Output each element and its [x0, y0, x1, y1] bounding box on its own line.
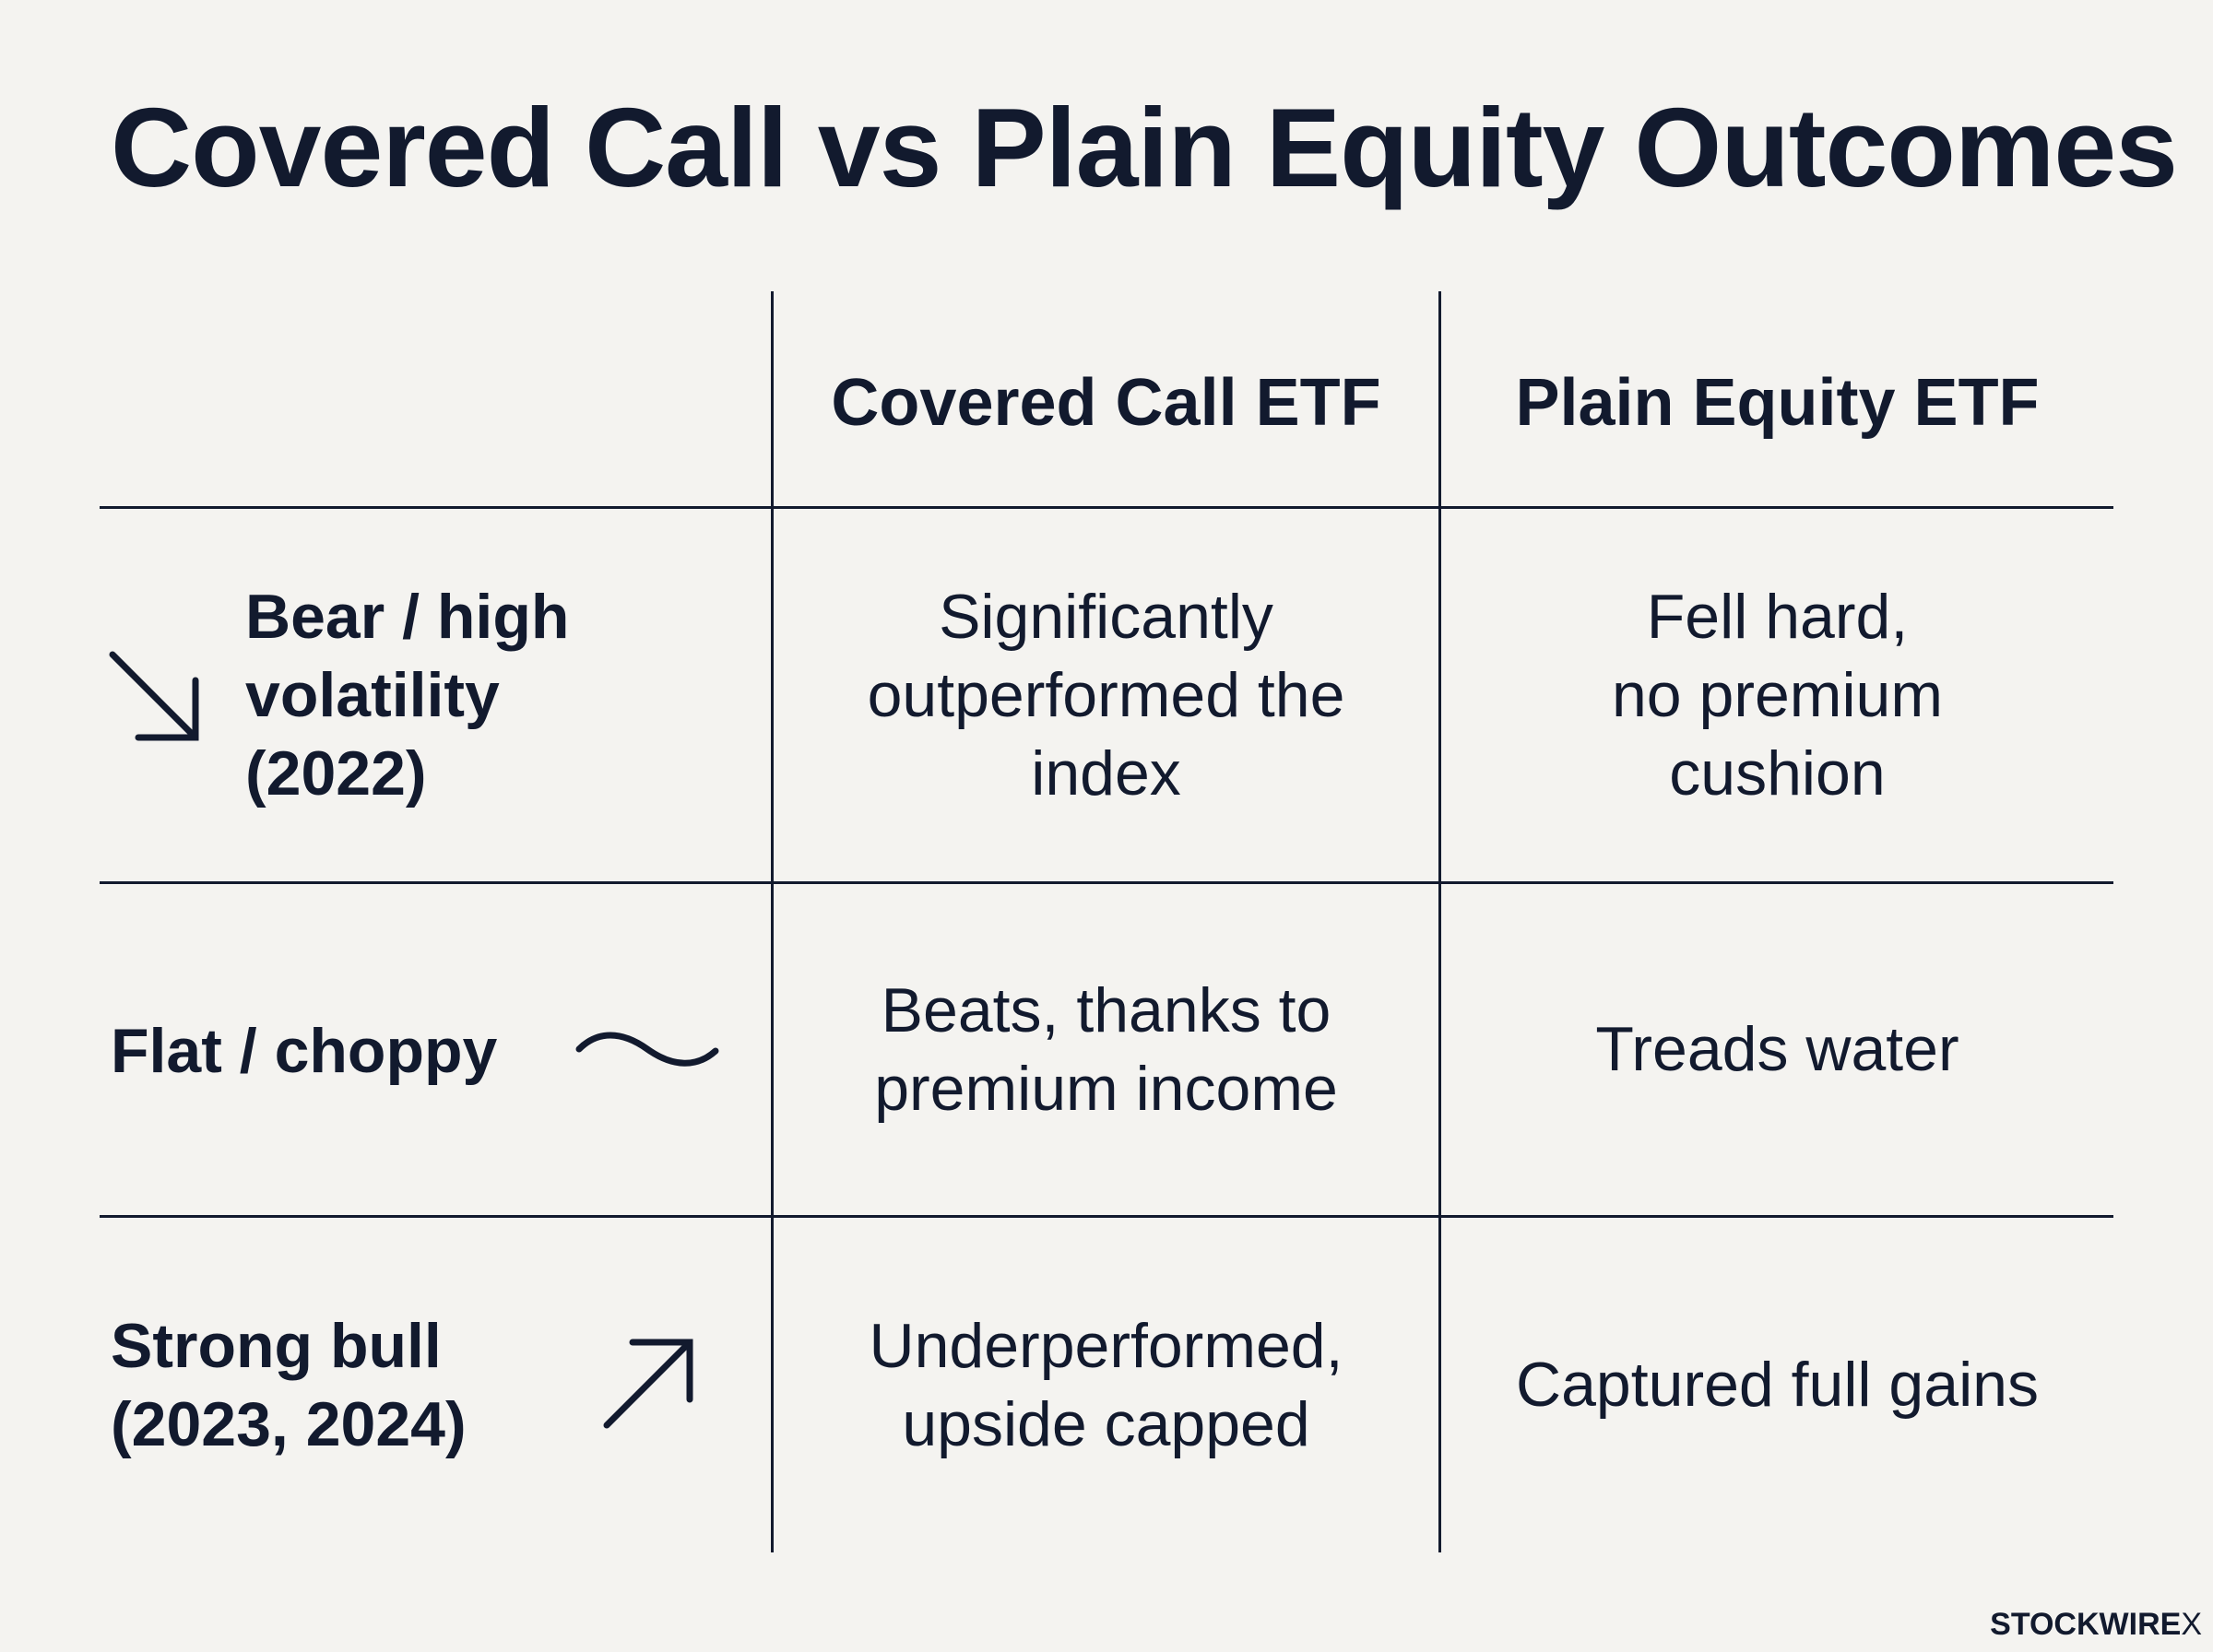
cell-line: premium income: [874, 1053, 1338, 1124]
brand-name: STOCKWIRE: [1990, 1607, 2182, 1642]
cell-bull-covered-call: Underperformed, upside capped: [774, 1218, 1438, 1552]
cell-line: cushion: [1669, 738, 1886, 808]
row-label-line: Flat / choppy: [111, 1016, 498, 1086]
cell-bear-covered-call: Significantly outperformed the index: [774, 509, 1438, 881]
row-divider: [100, 881, 2113, 884]
cell-line: Fell hard,: [1646, 581, 1909, 652]
cell-line: Significantly: [939, 581, 1273, 652]
row-label-line: volatility: [245, 660, 500, 730]
page-title: Covered Call vs Plain Equity Outcomes: [111, 85, 2178, 210]
row-label-bull: Strong bull (2023, 2024): [111, 1307, 467, 1464]
row-label-line: (2023, 2024): [111, 1389, 467, 1459]
row-label-line: (2022): [245, 738, 427, 808]
cell-line: Beats, thanks to: [881, 974, 1331, 1045]
trend-down-arrow-icon: [109, 651, 199, 741]
row-label-bear: Bear / high volatility (2022): [245, 578, 569, 813]
cell-flat-covered-call: Beats, thanks to premium income: [774, 884, 1438, 1215]
cell-line: no premium: [1611, 659, 1944, 730]
cell-line: Underperformed,: [869, 1310, 1343, 1381]
cell-line: Treads water: [1595, 1014, 1959, 1084]
row-label-line: Bear / high: [245, 582, 570, 652]
cell-line: Captured full gains: [1515, 1350, 2039, 1420]
row-label-line: Strong bull: [111, 1311, 442, 1381]
column-header-covered-call: Covered Call ETF: [831, 366, 1381, 440]
row-label-flat: Flat / choppy: [111, 1012, 497, 1091]
column-divider: [1438, 291, 1441, 1552]
brand-mark: X: [2181, 1607, 2202, 1642]
column-header-plain-equity: Plain Equity ETF: [1515, 366, 2040, 440]
trend-up-arrow-icon: [603, 1339, 693, 1429]
row-divider: [100, 1215, 2113, 1218]
column-divider: [771, 291, 774, 1552]
header-divider: [100, 506, 2113, 509]
brand-logo: STOCKWIREX: [1990, 1607, 2202, 1643]
wave-icon: [575, 1032, 719, 1067]
cell-bull-plain-equity: Captured full gains: [1441, 1218, 2113, 1552]
cell-flat-plain-equity: Treads water: [1441, 884, 2113, 1215]
cell-line: index: [1031, 738, 1181, 808]
cell-bear-plain-equity: Fell hard, no premium cushion: [1441, 509, 2113, 881]
cell-line: upside capped: [902, 1388, 1310, 1459]
cell-line: outperformed the: [867, 659, 1345, 730]
